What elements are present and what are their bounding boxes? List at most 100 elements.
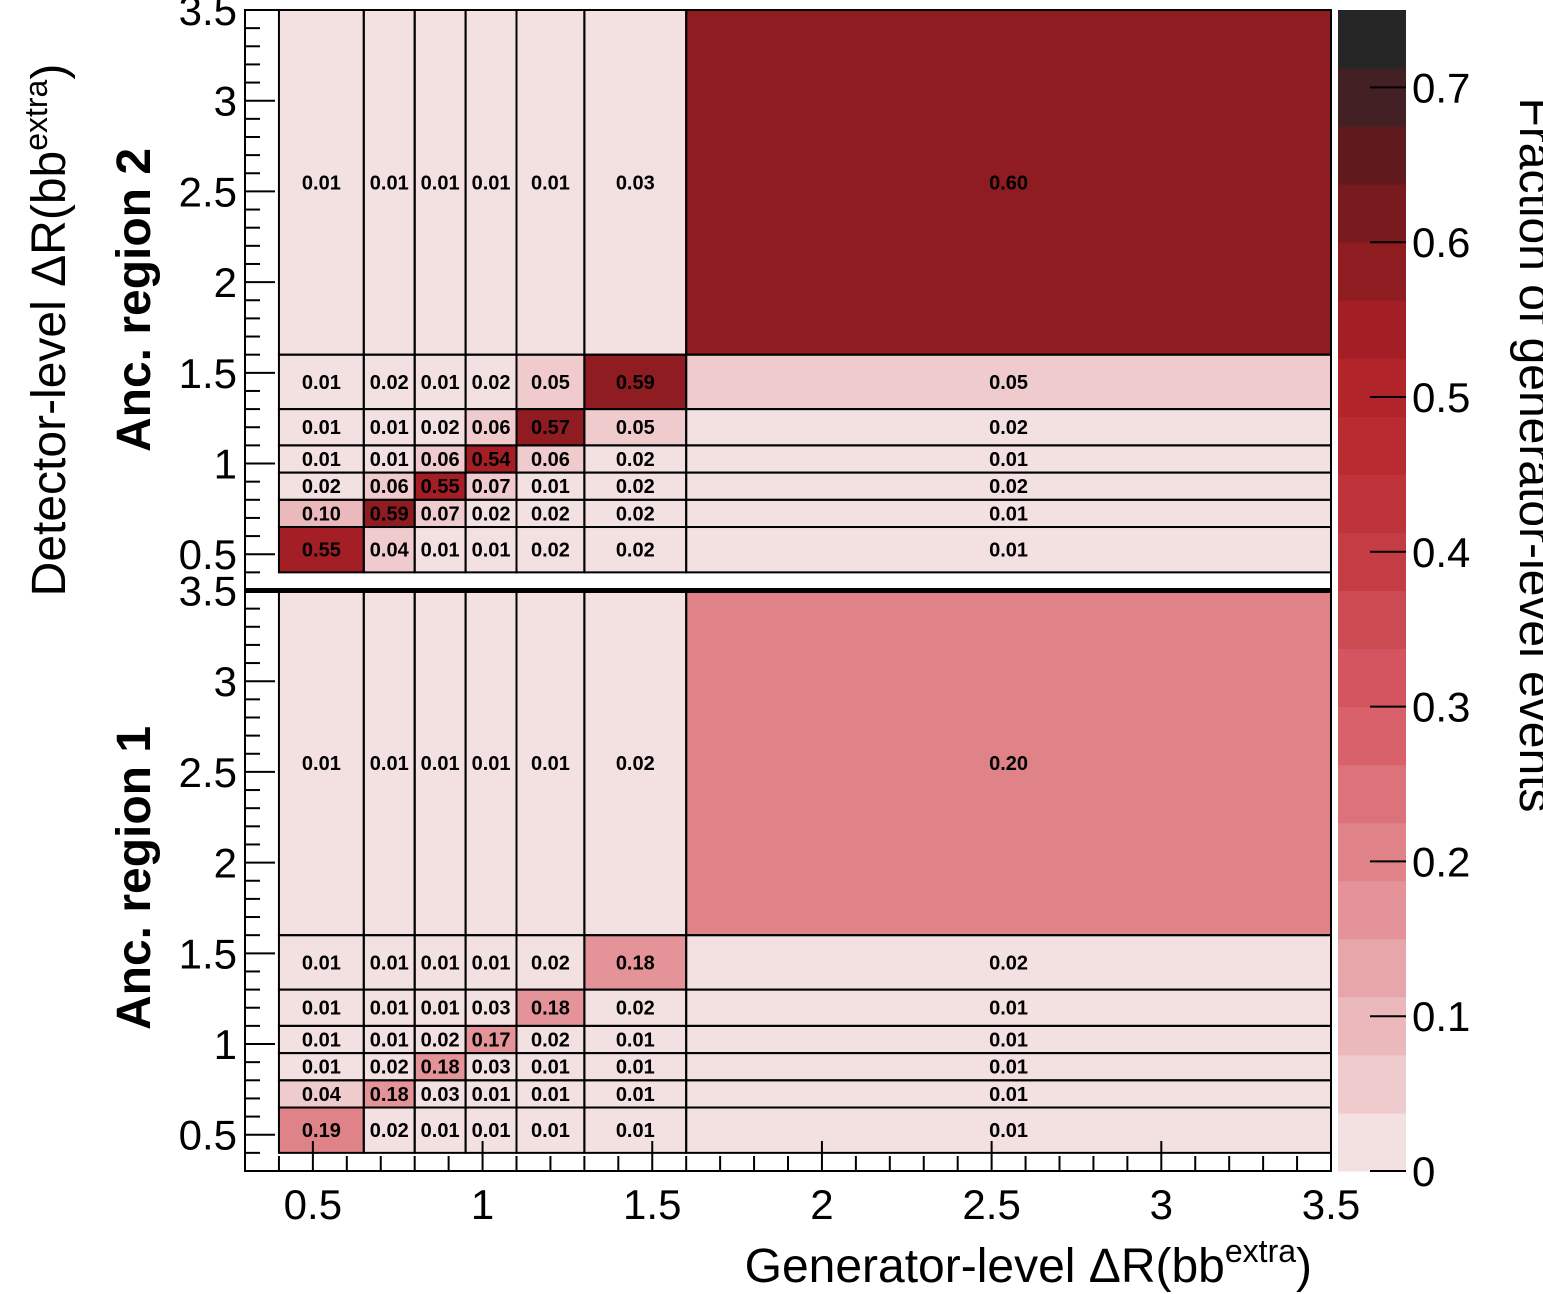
x-axis-title: Generator-level ΔR(bbextra) xyxy=(745,1233,1312,1293)
panel-label-anc-region-2: Anc. region 2 xyxy=(108,148,161,452)
cell-value-r1-4-1: 0.01 xyxy=(370,998,409,1020)
heatmap-cell-r2-1-4 xyxy=(516,499,585,528)
cell-value-r2-5-0: 0.01 xyxy=(302,372,341,394)
cell-value-r1-5-3: 0.01 xyxy=(472,952,511,974)
heatmap-cell-r1-3-1 xyxy=(363,1025,415,1054)
color-scale-band xyxy=(1338,880,1406,940)
color-scale-tick-label: 0.5 xyxy=(1412,374,1470,421)
heatmap-cell-r1-4-3 xyxy=(465,989,517,1026)
cell-value-r1-3-0: 0.01 xyxy=(302,1029,341,1051)
heatmap-cell-r2-3-2 xyxy=(414,445,466,473)
cell-value-r1-5-6: 0.02 xyxy=(989,952,1028,974)
color-scale-band xyxy=(1338,474,1406,533)
heatmap-cell-r2-5-1 xyxy=(363,354,415,410)
color-scale-band xyxy=(1338,358,1406,417)
cell-value-r1-2-0: 0.01 xyxy=(302,1057,341,1079)
cell-value-r1-5-2: 0.01 xyxy=(421,952,460,974)
cell-value-r1-1-6: 0.01 xyxy=(989,1084,1028,1106)
cell-value-r1-4-5: 0.02 xyxy=(616,998,655,1020)
heatmap-cell-r1-5-3 xyxy=(465,935,517,990)
axes: 0.5 1 1.5 2 2.5 3 3.50.511.522.533.50.511.522.… xyxy=(179,0,1361,1228)
heatmap-cell-r2-3-1 xyxy=(363,445,415,473)
heatmap-cell-r1-2-2 xyxy=(414,1053,466,1081)
heatmap-cell-r2-2-1 xyxy=(363,472,415,500)
heatmap-cell-r2-4-5 xyxy=(584,409,687,446)
heatmap-cell-r2-4-6 xyxy=(686,409,1331,446)
cell-value-r2-2-4: 0.01 xyxy=(531,476,570,498)
color-scale-band xyxy=(1338,300,1406,359)
cell-value-r1-6-4: 0.01 xyxy=(531,753,570,775)
cell-value-r2-4-6: 0.02 xyxy=(989,417,1028,439)
heatmap-cell-r1-1-2 xyxy=(414,1080,466,1108)
heatmap-cell-r1-3-5 xyxy=(584,1025,687,1054)
cell-value-r2-5-2: 0.01 xyxy=(421,372,460,394)
heatmap-cell-r1-0-3 xyxy=(465,1107,517,1153)
cell-value-r1-5-4: 0.02 xyxy=(531,952,570,974)
heatmap-cell-r1-0-2 xyxy=(414,1107,466,1153)
color-scale-band xyxy=(1338,648,1406,708)
color-scale-band xyxy=(1338,242,1406,301)
cell-value-r1-1-5: 0.01 xyxy=(616,1084,655,1106)
cell-value-r1-0-4: 0.01 xyxy=(531,1120,570,1142)
heatmap-cell-r2-1-2 xyxy=(414,499,466,528)
heatmap-cell-r1-4-2 xyxy=(414,989,466,1026)
cell-value-r1-4-6: 0.01 xyxy=(989,998,1028,1020)
heatmap-cell-r1-4-6 xyxy=(686,989,1331,1026)
cell-value-r1-6-0: 0.01 xyxy=(302,753,341,775)
cell-value-r2-0-1: 0.04 xyxy=(370,540,410,562)
heatmap-cell-r2-1-3 xyxy=(465,499,517,528)
cell-value-r2-6-5: 0.03 xyxy=(616,172,655,194)
color-scale-tick-label: 0.6 xyxy=(1412,219,1470,266)
panel-label-anc-region-1: Anc. region 1 xyxy=(108,726,161,1030)
cell-value-r1-1-1: 0.18 xyxy=(370,1084,409,1106)
cell-value-r1-1-0: 0.04 xyxy=(302,1084,342,1106)
heatmap-cell-r2-5-2 xyxy=(414,354,466,410)
heatmap-cell-r1-2-6 xyxy=(686,1053,1331,1081)
cell-value-r1-4-2: 0.01 xyxy=(421,998,460,1020)
cell-value-r1-0-2: 0.01 xyxy=(421,1120,460,1142)
cell-value-r1-5-0: 0.01 xyxy=(302,952,341,974)
heatmap-cell-r2-6-1 xyxy=(363,10,415,355)
heatmap-cell-r1-1-5 xyxy=(584,1080,687,1108)
cell-value-r2-0-2: 0.01 xyxy=(421,540,460,562)
cell-value-r1-6-1: 0.01 xyxy=(370,753,409,775)
cell-value-r1-3-1: 0.01 xyxy=(370,1029,409,1051)
heatmap-cell-r2-6-5 xyxy=(584,10,687,355)
heatmap-cell-r2-0-4 xyxy=(516,527,585,573)
heatmap-cell-r2-1-0 xyxy=(278,499,364,528)
heatmap-cell-r2-6-2 xyxy=(414,10,466,355)
cell-value-r2-4-0: 0.01 xyxy=(302,417,341,439)
color-scale-tick-label: 0.2 xyxy=(1412,838,1470,885)
cell-value-r1-2-4: 0.01 xyxy=(531,1057,570,1079)
heatmap-cell-r2-4-1 xyxy=(363,409,415,446)
cell-value-r2-3-0: 0.01 xyxy=(302,449,341,471)
y-axis-title-close: ) xyxy=(23,64,76,80)
heatmap-cell-r2-3-0 xyxy=(278,445,364,473)
heatmap-cell-r2-4-0 xyxy=(278,409,364,446)
x-tick-label: 2 xyxy=(810,1181,833,1228)
heatmap-cell-r2-0-1 xyxy=(363,527,415,573)
cell-value-r2-1-3: 0.02 xyxy=(472,503,511,525)
cell-value-r1-6-3: 0.01 xyxy=(472,753,511,775)
y-tick-label: 0.5 xyxy=(179,531,237,578)
cell-value-r1-3-2: 0.02 xyxy=(421,1029,460,1051)
x-axis-title-main: Generator-level ΔR(bb xyxy=(745,1240,1225,1293)
cell-value-r2-3-3: 0.54 xyxy=(472,449,512,471)
heatmap-cell-r1-4-1 xyxy=(363,989,415,1026)
cell-value-r2-1-2: 0.07 xyxy=(421,503,460,525)
cell-value-r1-0-6: 0.01 xyxy=(989,1120,1028,1142)
cell-value-r2-4-1: 0.01 xyxy=(370,417,409,439)
heatmap-cell-r1-0-4 xyxy=(516,1107,585,1153)
heatmap-cell-r1-1-4 xyxy=(516,1080,585,1108)
cell-value-r2-2-5: 0.02 xyxy=(616,476,655,498)
heatmap-cell-r2-4-4 xyxy=(516,409,585,446)
heatmap-cell-r1-0-5 xyxy=(584,1107,687,1153)
y-axis-title-main: Detector-level ΔR(bb xyxy=(23,151,76,597)
heatmap-cell-r1-2-0 xyxy=(278,1053,364,1081)
heatmap-cell-r2-6-3 xyxy=(465,10,517,355)
heatmap-cell-r1-4-5 xyxy=(584,989,687,1026)
cell-value-r2-4-4: 0.57 xyxy=(531,417,570,439)
heatmap-cell-r2-5-5 xyxy=(584,354,687,410)
heatmap-cell-r2-3-6 xyxy=(686,445,1331,473)
